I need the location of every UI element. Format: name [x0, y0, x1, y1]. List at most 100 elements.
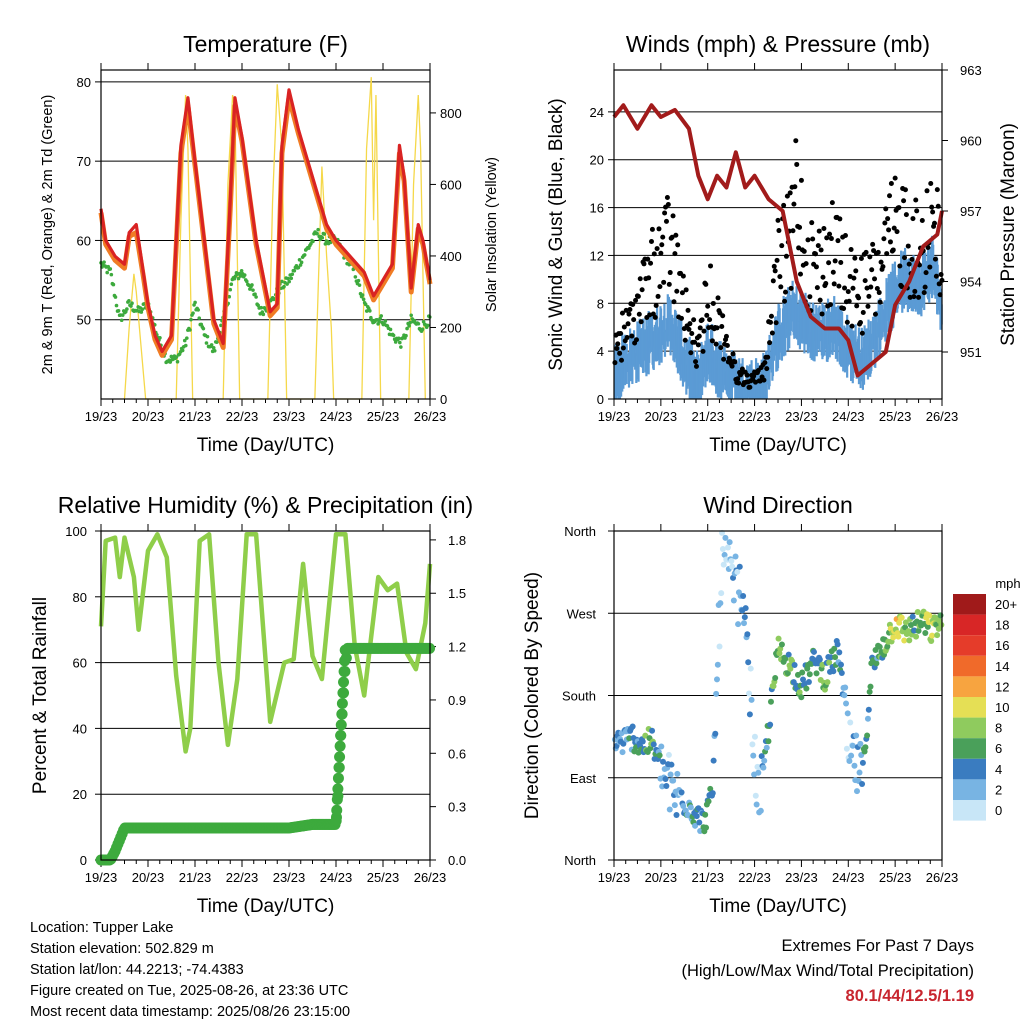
y2-tick-label: 400: [440, 249, 462, 264]
direction-point: [864, 732, 871, 739]
direction-point: [896, 619, 903, 626]
gust-point: [654, 246, 660, 252]
gust-point: [724, 342, 730, 348]
direction-point: [798, 694, 805, 701]
y-axis-label: Percent & Total Rainfall: [30, 597, 51, 794]
legend-swatch: [953, 697, 986, 718]
gust-point: [842, 285, 848, 291]
gust-point: [832, 258, 838, 264]
rainfall-point: [339, 644, 351, 656]
y-tick-label: 0: [80, 853, 87, 868]
gust-point: [719, 323, 725, 329]
direction-point: [751, 733, 758, 740]
direction-point: [853, 732, 860, 739]
legend-swatch: [953, 800, 986, 821]
gust-point: [646, 275, 652, 281]
dewpoint-point: [297, 257, 302, 262]
gust-point: [801, 248, 807, 254]
x-tick-label: 25/23: [879, 870, 912, 885]
gust-point: [623, 307, 629, 313]
gust-point: [827, 231, 833, 237]
gust-point: [778, 284, 784, 290]
gust-point: [911, 294, 917, 300]
dewpoint-point: [416, 321, 421, 326]
rainfall-point: [335, 730, 347, 742]
speed-legend: mph 20+ 18 16 14 12 10 8 6 4 2 0: [953, 576, 1021, 821]
gust-point: [637, 276, 643, 282]
gust-point: [624, 335, 630, 341]
gust-point: [809, 220, 815, 226]
y-tick-label: 80: [73, 590, 87, 605]
direction-point: [718, 590, 725, 597]
gust-point: [770, 278, 776, 284]
direction-point: [848, 752, 855, 759]
gust-point: [736, 380, 742, 386]
gust-point: [774, 257, 780, 263]
gust-point: [782, 298, 788, 304]
direction-point: [787, 665, 794, 672]
gust-point: [673, 232, 679, 238]
y-tick-label: 40: [73, 721, 87, 736]
x-tick-label: 23/23: [785, 409, 818, 424]
legend-swatch: [953, 779, 986, 800]
direction-point: [671, 802, 678, 809]
y-tick-label: 60: [77, 233, 91, 248]
gust-point: [671, 299, 677, 305]
gust-point: [935, 203, 941, 209]
dewpoint-point: [197, 316, 202, 321]
legend-label: 18: [995, 618, 1009, 633]
gust-point: [813, 264, 819, 270]
gust-point: [636, 311, 642, 317]
x-tick-label: 20/23: [132, 409, 165, 424]
gust-point: [848, 246, 854, 252]
gust-point: [718, 345, 724, 351]
gust-point: [669, 234, 675, 240]
dewpoint-point: [357, 283, 362, 287]
gust-point: [656, 226, 662, 232]
direction-point: [742, 605, 749, 612]
gust-point: [771, 263, 777, 269]
dewpoint-point: [280, 279, 284, 284]
gust-point: [850, 285, 856, 291]
direction-point: [639, 738, 646, 745]
gust-point: [874, 286, 880, 292]
extremes-subtitle: (High/Low/Max Wind/Total Precipitation): [681, 962, 974, 980]
direction-point: [673, 812, 680, 819]
plot-frame: [100, 69, 431, 400]
legend-swatch: [953, 676, 986, 697]
x-tick-label: 25/23: [367, 409, 400, 424]
gust-point: [938, 272, 944, 278]
legend-swatch: [953, 614, 986, 636]
direction-point: [721, 551, 728, 558]
direction-point: [864, 715, 871, 722]
gust-point: [854, 303, 860, 309]
direction-point: [747, 665, 754, 672]
plot-frame: [613, 530, 943, 861]
dewpoint-point: [120, 313, 125, 317]
legend-label: 20+: [995, 597, 1017, 612]
gust-point: [894, 229, 900, 235]
gust-point: [612, 360, 618, 366]
dewpoint-point: [244, 279, 249, 284]
series-station-pressure: [612, 103, 944, 378]
gust-point: [870, 241, 876, 247]
direction-point: [837, 661, 844, 668]
dewpoint-point: [228, 287, 233, 292]
direction-point: [722, 534, 729, 541]
chart-title: Relative Humidity (%) & Precipitation (i…: [58, 492, 473, 518]
direction-point: [666, 806, 673, 813]
dewpoint-point: [229, 282, 234, 287]
y-tick-label: 20: [73, 787, 87, 802]
gust-point: [930, 209, 936, 215]
x-tick-label: 26/23: [414, 409, 447, 424]
gust-point: [858, 256, 864, 262]
x-tick-label: 25/23: [879, 409, 912, 424]
gust-point: [661, 279, 667, 285]
gust-point: [704, 312, 710, 318]
dewpoint-point: [316, 227, 320, 232]
gust-point: [837, 216, 843, 222]
gust-point: [907, 294, 913, 300]
y2-tick-label: 0.6: [448, 746, 466, 761]
dewpoint-point: [209, 343, 214, 347]
dewpoint-point: [420, 327, 425, 332]
